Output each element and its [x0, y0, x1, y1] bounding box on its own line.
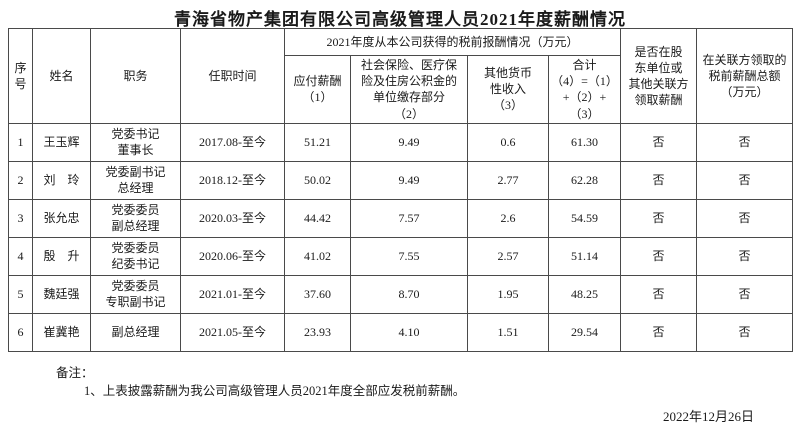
- cell-seq: 6: [8, 312, 33, 352]
- document-date: 2022年12月26日: [662, 409, 754, 424]
- cell-seq: 2: [8, 160, 33, 200]
- cell-position: 副总经理: [90, 312, 181, 352]
- cell-other-income: 0.6: [467, 122, 549, 162]
- cell-other-income: 1.51: [467, 312, 549, 352]
- cell-seq: 3: [8, 198, 33, 238]
- cell-shareholder: 否: [620, 274, 698, 314]
- cell-position: 党委委员 副总经理: [90, 198, 181, 238]
- cell-related-party: 否: [696, 274, 794, 314]
- cell-payable: 44.42: [284, 198, 351, 238]
- cell-total: 54.59: [547, 198, 622, 238]
- cell-seq: 5: [8, 274, 33, 314]
- cell-tenure: 2021.05-至今: [180, 312, 285, 352]
- cell-other-income: 2.57: [467, 236, 549, 276]
- cell-total: 51.14: [547, 236, 622, 276]
- col-header-other-income: 其他货币 性收入 （3）: [467, 55, 549, 124]
- header-row-2: 应付薪酬 （1） 社会保险、医疗保 险及住房公积金的 单位缴存部分 （2） 其他…: [9, 55, 793, 124]
- table-row: 6 崔冀艳 副总经理 2021.05-至今 23.93 4.10 1.51 29…: [8, 312, 794, 352]
- cell-payable: 41.02: [284, 236, 351, 276]
- table-row: 3 张允忠 党委委员 副总经理 2020.03-至今 44.42 7.57 2.…: [8, 198, 794, 238]
- notes-section: 备注： 1、上表披露薪酬为我公司高级管理人员2021年度全部应发税前薪酬。: [56, 364, 465, 400]
- cell-shareholder: 否: [620, 198, 698, 238]
- cell-related-party: 否: [696, 236, 794, 276]
- cell-related-party: 否: [696, 198, 794, 238]
- cell-total: 61.30: [547, 122, 622, 162]
- cell-total: 62.28: [547, 160, 622, 200]
- cell-position: 党委委员 专职副书记: [90, 274, 181, 314]
- page-title: 青海省物产集团有限公司高级管理人员2021年度薪酬情况: [174, 10, 626, 29]
- cell-insurance: 8.70: [350, 274, 468, 314]
- cell-total: 29.54: [547, 312, 622, 352]
- cell-insurance: 4.10: [350, 312, 468, 352]
- col-header-seq: 序 号: [8, 28, 33, 124]
- cell-seq: 1: [8, 122, 33, 162]
- col-header-tenure: 任职时间: [180, 28, 285, 124]
- cell-total: 48.25: [547, 274, 622, 314]
- col-header-position: 职务: [90, 28, 181, 124]
- cell-payable: 23.93: [284, 312, 351, 352]
- cell-name: 刘 玲: [32, 160, 91, 200]
- col-header-related-party: 在关联方领取的 税前薪酬总额 （万元）: [696, 28, 794, 124]
- table-row: 4 殷 升 党委委员 纪委书记 2020.06-至今 41.02 7.55 2.…: [8, 236, 794, 276]
- cell-name: 张允忠: [32, 198, 91, 238]
- cell-other-income: 2.6: [467, 198, 549, 238]
- cell-tenure: 2017.08-至今: [180, 122, 285, 162]
- cell-payable: 50.02: [284, 160, 351, 200]
- cell-name: 殷 升: [32, 236, 91, 276]
- cell-payable: 51.21: [284, 122, 351, 162]
- cell-position: 党委委员 纪委书记: [90, 236, 181, 276]
- col-header-group-remuneration: 2021年度从本公司获得的税前报酬情况（万元）: [283, 28, 622, 56]
- cell-tenure: 2020.03-至今: [180, 198, 285, 238]
- notes-label: 备注：: [56, 366, 94, 380]
- header-row-1: 序 号 姓名 职务 任职时间 2021年度从本公司获得的税前报酬情况（万元） 是…: [8, 28, 794, 124]
- table-row: 2 刘 玲 党委副书记 总经理 2018.12-至今 50.02 9.49 2.…: [8, 160, 794, 200]
- cell-insurance: 7.57: [350, 198, 468, 238]
- cell-related-party: 否: [696, 312, 794, 352]
- cell-other-income: 1.95: [467, 274, 549, 314]
- cell-payable: 37.60: [284, 274, 351, 314]
- cell-other-income: 2.77: [467, 160, 549, 200]
- cell-shareholder: 否: [620, 160, 698, 200]
- cell-name: 王玉辉: [32, 122, 91, 162]
- note-item-1: 1、上表披露薪酬为我公司高级管理人员2021年度全部应发税前薪酬。: [84, 384, 466, 398]
- cell-position: 党委书记 董事长: [90, 122, 181, 162]
- table-row: 5 魏廷强 党委委员 专职副书记 2021.01-至今 37.60 8.70 1…: [8, 274, 794, 314]
- cell-insurance: 7.55: [350, 236, 468, 276]
- table-row: 1 王玉辉 党委书记 董事长 2017.08-至今 51.21 9.49 0.6…: [8, 122, 794, 162]
- col-header-total: 合计 （4）=（1） +（2）+ （3）: [547, 55, 622, 124]
- cell-shareholder: 否: [620, 122, 698, 162]
- cell-insurance: 9.49: [350, 160, 468, 200]
- cell-related-party: 否: [696, 160, 794, 200]
- cell-name: 崔冀艳: [32, 312, 91, 352]
- cell-tenure: 2021.01-至今: [180, 274, 285, 314]
- cell-related-party: 否: [696, 122, 794, 162]
- cell-tenure: 2018.12-至今: [180, 160, 285, 200]
- cell-tenure: 2020.06-至今: [180, 236, 285, 276]
- cell-name: 魏廷强: [32, 274, 91, 314]
- cell-position: 党委副书记 总经理: [90, 160, 181, 200]
- col-header-name: 姓名: [32, 28, 91, 124]
- cell-shareholder: 否: [620, 236, 698, 276]
- col-header-insurance: 社会保险、医疗保 险及住房公积金的 单位缴存部分 （2）: [350, 55, 468, 124]
- col-header-payable: 应付薪酬 （1）: [284, 55, 351, 124]
- col-header-shareholder: 是否在股 东单位或 其他关联方 领取薪酬: [620, 28, 698, 124]
- cell-shareholder: 否: [620, 312, 698, 352]
- cell-seq: 4: [8, 236, 33, 276]
- salary-table: 序 号 姓名 职务 任职时间 2021年度从本公司获得的税前报酬情况（万元） 是…: [8, 28, 794, 352]
- cell-insurance: 9.49: [350, 122, 468, 162]
